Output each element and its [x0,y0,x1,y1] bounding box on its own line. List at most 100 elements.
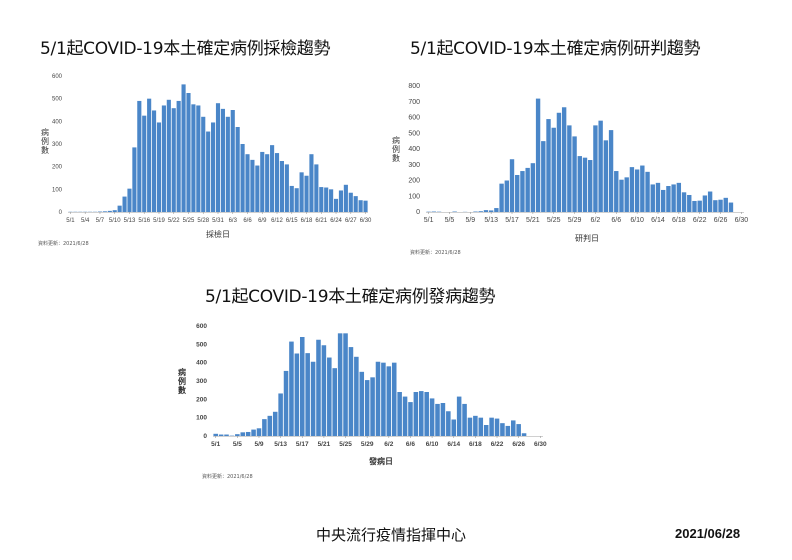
bar [687,194,692,212]
bar [634,169,640,212]
x-tick-label: 5/25 [339,441,352,448]
bar [462,403,467,436]
x-tick-label: 5/19 [153,218,165,224]
bar [270,145,275,212]
bar [343,184,348,212]
x-tick-label: 5/17 [296,441,309,448]
bar [245,431,251,436]
bar-chart-sampling: 0 100 200 300 400 500 600 5/1 5/4 5/7 5/10 5/13 5/16… [40,70,372,230]
x-tick-label: 6/18 [301,218,313,224]
bar [299,337,305,436]
bar [220,108,225,212]
bar [429,398,435,436]
y-tick-label: 0 [203,433,207,440]
x-axis-label-onset: 發病日 [369,457,393,466]
y-tick-label: 800 [408,83,420,90]
bar [196,105,201,212]
bar [240,432,246,436]
bar [142,115,147,212]
bar [504,180,509,212]
y-tick-label: 300 [196,378,207,385]
bar [435,403,440,436]
bar [206,131,211,212]
x-tick-label: 6/30 [735,217,749,224]
bar-chart-onset: 0 100 200 300 400 500 600 5/1 5/5 5/9 5/13 5/17 5/21… [180,320,555,455]
bar [338,190,344,212]
bar [588,160,593,212]
x-tick-label: 5/13 [484,217,498,224]
x-tick-label: 6/22 [491,441,504,448]
x-tick-label: 5/5 [233,441,242,448]
bar [122,196,127,212]
bar [215,103,221,212]
bar [510,420,516,436]
x-tick-label: 6/14 [447,441,460,448]
bar [456,396,462,436]
bar [572,136,577,212]
bar [551,127,556,212]
bar [265,154,270,212]
bar [567,125,572,212]
y-tick-label: 500 [196,341,207,348]
chart-title-sampling: 5/1起COVID-19本土確定病例採檢趨勢 [40,39,331,59]
bar [577,156,582,212]
chart-svg: 0 100 200 300 400 500 600 5/1 5/5 5/9 5/13 5/17 5/21… [196,323,547,448]
bar [530,163,536,212]
x-tick-label: 6/9 [258,218,267,224]
bar [640,165,645,212]
bar [520,171,525,212]
x-tick-label: 6/18 [672,217,686,224]
bar [582,157,588,212]
bar [521,433,527,436]
bar [509,159,515,212]
bar [713,200,718,212]
x-tick-label: 5/28 [197,218,209,224]
x-tick-label: 5/29 [568,217,582,224]
y-tick-label: 200 [408,178,420,185]
x-axis-label-sampling: 採檢日 [206,230,230,239]
y-tick-label: 600 [408,115,420,122]
x-tick-label: 6/24 [330,218,342,224]
bar [359,371,365,436]
bar [211,122,216,212]
bar [166,99,171,212]
bar [655,182,661,212]
x-tick-label: 6/2 [591,217,601,224]
chart-svg: 0 100 200 300 400 500 600 700 800 5/1 5/5 5/9 5/13 5/… [408,83,749,224]
x-tick-label: 6/14 [651,217,665,224]
y-tick-label: 100 [408,193,420,200]
bar [132,147,137,212]
bar [240,144,245,212]
bar [494,418,500,436]
x-tick-label: 5/13 [124,218,136,224]
bar [333,198,339,212]
bar [624,177,629,212]
x-tick-label: 6/30 [360,218,372,224]
bar [446,411,451,436]
bar [225,116,230,212]
x-tick-label: 5/1 [66,218,75,224]
x-tick-label: 6/2 [384,441,393,448]
bar [245,154,250,212]
x-tick-label: 6/30 [534,441,547,448]
bar [451,419,457,436]
bar [364,380,370,436]
bar [181,84,186,212]
bar [676,182,682,212]
bar [319,187,324,212]
bar [324,187,329,212]
bar [381,362,386,436]
bar [348,347,354,436]
bar [483,425,489,436]
bar [294,188,299,212]
chart-svg: 0 100 200 300 400 500 600 5/1 5/4 5/7 5/10 5/13 5/16… [52,74,372,224]
bar [561,107,567,212]
bar [650,184,655,212]
bar [305,353,310,436]
y-tick-label: 400 [408,146,420,153]
bar [718,199,723,212]
bar [489,417,494,436]
bar [201,116,206,212]
y-tick-label: 400 [196,360,207,367]
y-tick-label: 0 [59,210,63,216]
